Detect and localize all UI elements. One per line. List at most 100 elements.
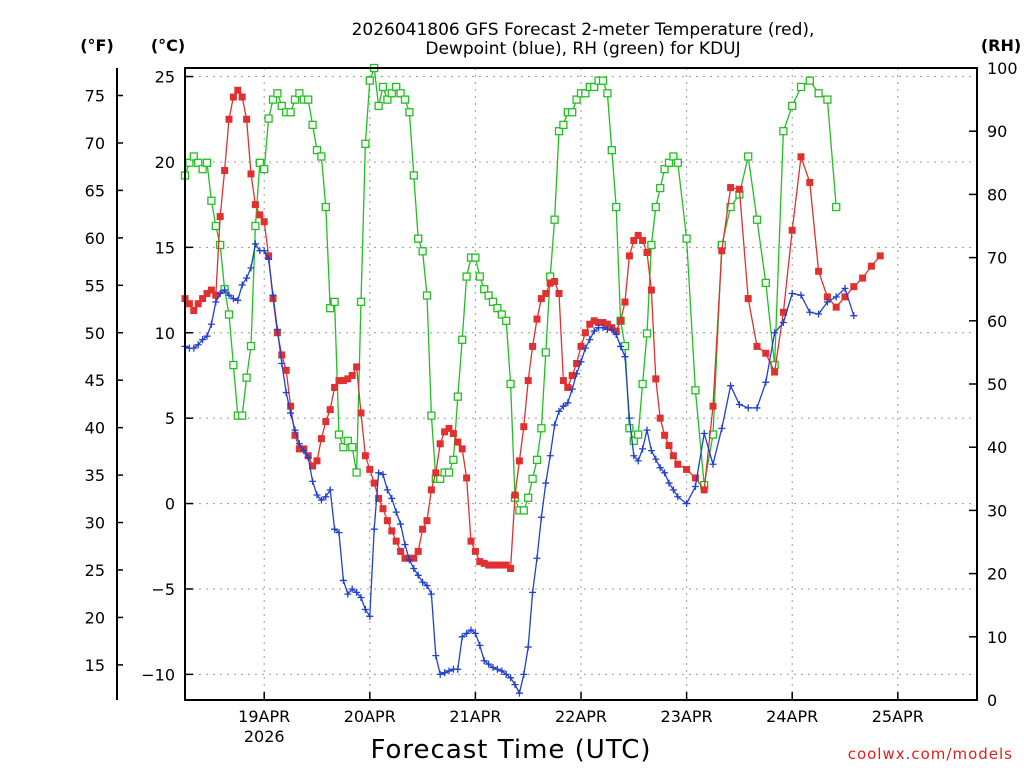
dewpoint-point: [612, 330, 620, 338]
dewpoint-point: [203, 332, 211, 340]
temperature-point: [454, 438, 462, 446]
temperature-point: [353, 363, 361, 371]
temperature-point: [322, 418, 330, 426]
temperature-point: [643, 248, 651, 256]
dewpoint-point: [823, 298, 831, 306]
rh-point: [497, 310, 506, 319]
dewpoint-point: [335, 529, 343, 537]
temperature-point: [449, 430, 457, 438]
temperature-point: [432, 469, 440, 477]
dewpoint-point: [436, 670, 444, 678]
dewpoint-point: [617, 342, 625, 350]
rh-point: [537, 424, 546, 433]
dewpoint-point: [471, 629, 479, 637]
dewpoint-point: [577, 358, 585, 366]
dewpoint-point: [331, 525, 339, 533]
temperature-point: [661, 431, 669, 439]
temperature-point: [199, 295, 207, 303]
celsius-tick-label: 15: [155, 238, 175, 257]
rh-tick-label: 0: [987, 691, 997, 710]
rh-point: [427, 411, 436, 420]
dewpoint-point: [700, 430, 708, 438]
temperature-point: [212, 291, 220, 299]
temperature-point: [370, 479, 378, 487]
temperature-point: [665, 441, 673, 449]
temperature-point: [326, 406, 334, 414]
rh-point: [642, 329, 652, 338]
rh-point: [664, 158, 674, 167]
rh-point: [238, 411, 247, 420]
dewpoint-point: [295, 440, 303, 448]
fahrenheit-tick-label: 20: [85, 608, 105, 627]
temperature-point: [788, 226, 796, 234]
plot-frame: [184, 67, 978, 701]
temperature-point: [419, 525, 427, 533]
rh-point: [480, 285, 489, 294]
temperature-point: [546, 279, 554, 287]
temperature-point: [194, 300, 202, 308]
dewpoint-point: [507, 674, 515, 682]
rh-point: [290, 95, 300, 104]
temperature-point: [247, 170, 255, 178]
temperature-point: [603, 320, 611, 328]
temperature-point: [564, 383, 572, 391]
dewpoint-point: [339, 576, 347, 584]
temperature-point: [568, 371, 576, 379]
temperature-point: [520, 423, 528, 431]
temperature-point: [348, 371, 356, 379]
dewpoint-point: [581, 344, 589, 352]
dewpoint-point: [269, 291, 277, 299]
fahrenheit-tick-label: 25: [85, 561, 105, 580]
dewpoint-point: [744, 404, 752, 412]
rh-point: [607, 146, 616, 155]
dewpoint-point: [229, 295, 237, 303]
rh-point: [202, 158, 212, 167]
dewpoint-point: [273, 325, 281, 333]
dewpoint-point: [225, 291, 233, 299]
rh-point: [554, 127, 564, 136]
rh-point: [260, 164, 269, 174]
dewpoint-point: [850, 312, 858, 320]
fahrenheit-tick-label: 55: [85, 276, 105, 295]
dewpoint-point: [234, 296, 242, 304]
temperature-point: [753, 342, 761, 350]
temperature-point: [542, 289, 550, 297]
rh-point: [374, 101, 383, 111]
rh-point: [414, 234, 423, 243]
dewpoint-point: [753, 404, 761, 412]
rh-point: [673, 158, 682, 167]
temperature-point: [480, 559, 488, 567]
dewpoint-point: [630, 452, 638, 460]
fahrenheit-tick-label: 30: [85, 514, 105, 533]
dewpoint-point: [520, 670, 528, 678]
dewpoint-point: [216, 289, 224, 297]
temperature-point: [445, 424, 453, 432]
rh-point: [295, 89, 304, 98]
temperature-point: [797, 153, 805, 161]
rh-point: [356, 297, 366, 306]
temperature-point: [625, 252, 633, 260]
rh-point: [832, 202, 841, 212]
rh-point: [506, 379, 515, 389]
rh-point: [682, 234, 691, 243]
rh-point: [453, 392, 462, 401]
dewpoint-point: [524, 643, 532, 651]
rh-point: [752, 215, 762, 224]
dewpoint-point: [370, 525, 378, 533]
temperature-point: [595, 319, 603, 327]
dewpoint-point: [643, 426, 651, 434]
temperature-point: [256, 211, 264, 219]
dewpoint-point: [287, 409, 295, 417]
dewpoint-point: [608, 325, 616, 333]
rh-point: [788, 101, 797, 111]
rh-point: [761, 278, 770, 288]
rh-tick-label: 50: [987, 375, 1007, 394]
dewpoint-point: [375, 469, 383, 477]
rh-point: [550, 215, 559, 224]
dewpoint-point: [559, 402, 567, 410]
rh-point: [189, 152, 198, 161]
rh-point: [334, 430, 344, 439]
temperature-point: [190, 307, 198, 315]
fahrenheit-tick-label: 60: [85, 229, 105, 248]
celsius-tick-label: 5: [165, 409, 175, 428]
